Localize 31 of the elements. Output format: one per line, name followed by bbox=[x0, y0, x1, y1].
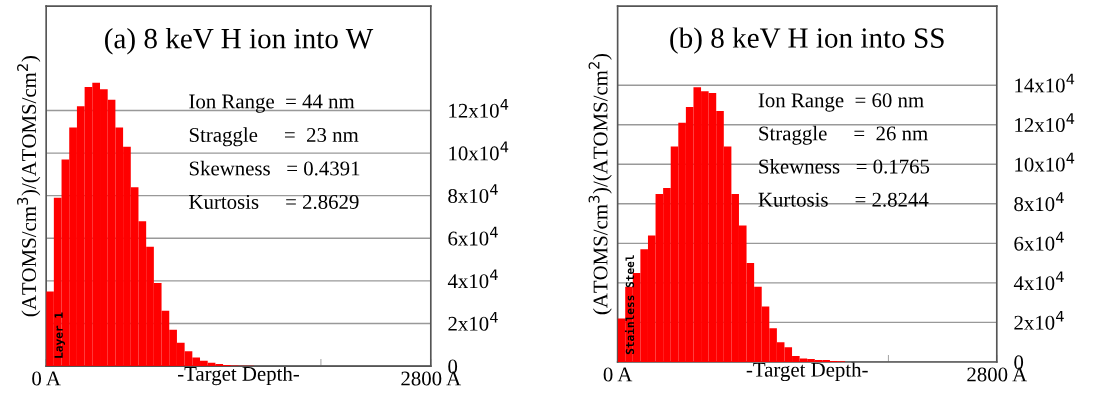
x-axis-title: -Target Depth- bbox=[177, 366, 299, 386]
annotation: Ion Range = 60 nm bbox=[758, 93, 924, 112]
x-axis-title: -Target Depth- bbox=[746, 362, 868, 382]
x-tick-label: 0 A bbox=[603, 367, 633, 382]
y-tick-label: 12x10$^{4}$ bbox=[1015, 113, 1075, 133]
annotation: Straggle = 26 nm bbox=[759, 125, 928, 145]
y-tick-label: 4x10$^{4}$ bbox=[447, 269, 498, 289]
y-tick-label: 2x10$^{4}$ bbox=[448, 311, 498, 331]
annotation: Straggle = 23 nm bbox=[189, 127, 359, 147]
text: (b) 8 keV H ion into SS bbox=[670, 27, 944, 54]
y-tick-label: 6x10$^{4}$ bbox=[448, 226, 498, 246]
y-tick-label: 4x10$^{4}$ bbox=[1013, 271, 1064, 291]
annotation: Layer 1 bbox=[54, 312, 65, 358]
annotation: Skewness = 0.1765 bbox=[759, 158, 930, 174]
y-tick-label: 10x10$^{4}$ bbox=[1015, 152, 1075, 172]
annotation: Kurtosis = 2.8629 bbox=[189, 194, 359, 210]
y-tick-label: 14x10$^{4}$ bbox=[1015, 73, 1075, 93]
y-axis-title: (ATOMS/cm$^{3}$)/(ATOMS/cm$^{2}$) bbox=[17, 56, 41, 317]
y-tick-label: 8x10$^{4}$ bbox=[448, 184, 498, 203]
y-tick-label: 2x10$^{4}$ bbox=[1014, 310, 1064, 330]
annotation: Kurtosis = 2.8244 bbox=[758, 192, 929, 207]
y-tick-label: 12x10$^{4}$ bbox=[449, 99, 509, 118]
x-tick-label: 0 A bbox=[32, 371, 61, 386]
y-tick-label: 10x10$^{4}$ bbox=[449, 141, 509, 161]
annotation: Skewness = 0.4391 bbox=[189, 160, 360, 176]
text: (a) 8 keV H ion into W bbox=[105, 27, 374, 55]
y-tick-label: 6x10$^{4}$ bbox=[1014, 231, 1064, 251]
y-tick-label: 8x10$^{4}$ bbox=[1014, 192, 1064, 212]
annotation: Stainless Steel bbox=[624, 255, 635, 355]
y-axis-title: (ATOMS/cm$^{3}$)/(ATOMS/cm$^{2}$) bbox=[588, 54, 612, 315]
annotation: Ion Range = 44 nm bbox=[189, 94, 355, 113]
